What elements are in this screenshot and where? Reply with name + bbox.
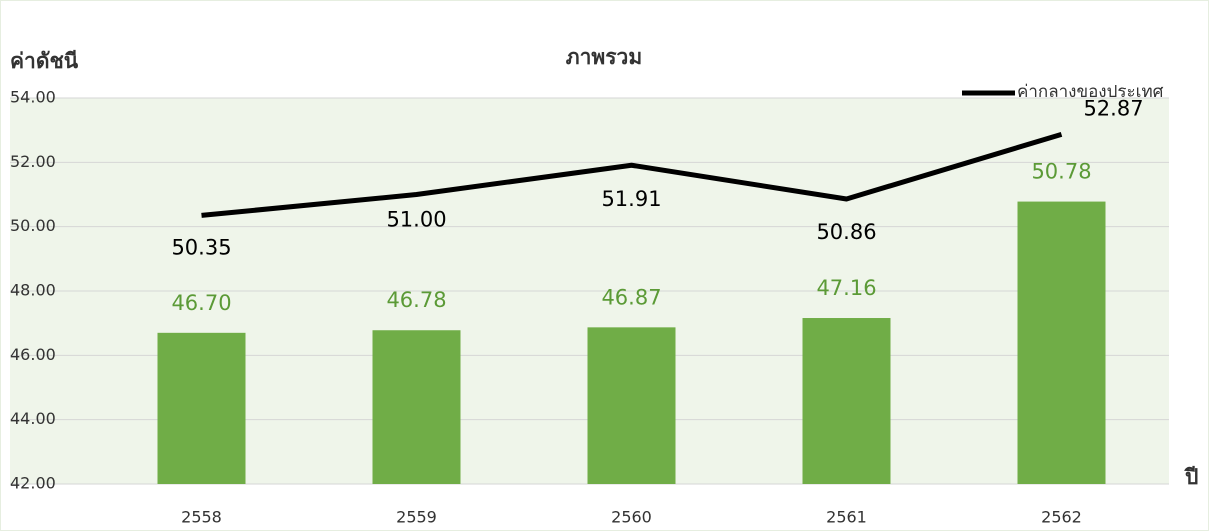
chart-title: ภาพรวม <box>566 45 642 69</box>
data-label: 47.16 <box>816 276 876 300</box>
bar <box>1017 201 1106 484</box>
x-tick-label: 2558 <box>181 508 222 527</box>
x-tick-label: 2562 <box>1041 508 1082 527</box>
y-tick-label: 42.00 <box>10 474 56 493</box>
y-tick-label: 54.00 <box>10 88 56 107</box>
bar <box>802 318 891 484</box>
data-label: 50.86 <box>816 220 876 244</box>
y-tick-label: 50.00 <box>10 216 56 235</box>
y-axis-label: ค่าดัชนี <box>10 49 79 73</box>
bar <box>372 330 461 484</box>
x-tick-label: 2561 <box>826 508 867 527</box>
data-label: 50.78 <box>1031 160 1091 184</box>
y-tick-label: 48.00 <box>10 281 56 300</box>
bar <box>157 332 246 484</box>
legend-label: ค่ากลางของประเทศ <box>1017 82 1164 102</box>
line <box>201 131 1063 218</box>
data-label: 51.91 <box>601 187 661 211</box>
y-tick-label: 44.00 <box>10 409 56 428</box>
bar <box>587 327 676 484</box>
data-label: 51.00 <box>386 208 446 232</box>
data-label: 52.87 <box>1083 96 1143 120</box>
y-tick-label: 46.00 <box>10 345 56 364</box>
data-label: 46.78 <box>386 288 446 312</box>
data-label: 46.70 <box>171 291 231 315</box>
data-label: 46.87 <box>601 285 661 309</box>
data-label: 50.35 <box>171 235 231 259</box>
x-tick-label: 2560 <box>611 508 652 527</box>
y-tick-label: 52.00 <box>10 152 56 171</box>
x-tick-label: 2559 <box>396 508 437 527</box>
x-axis-label: ปี <box>1183 465 1198 489</box>
